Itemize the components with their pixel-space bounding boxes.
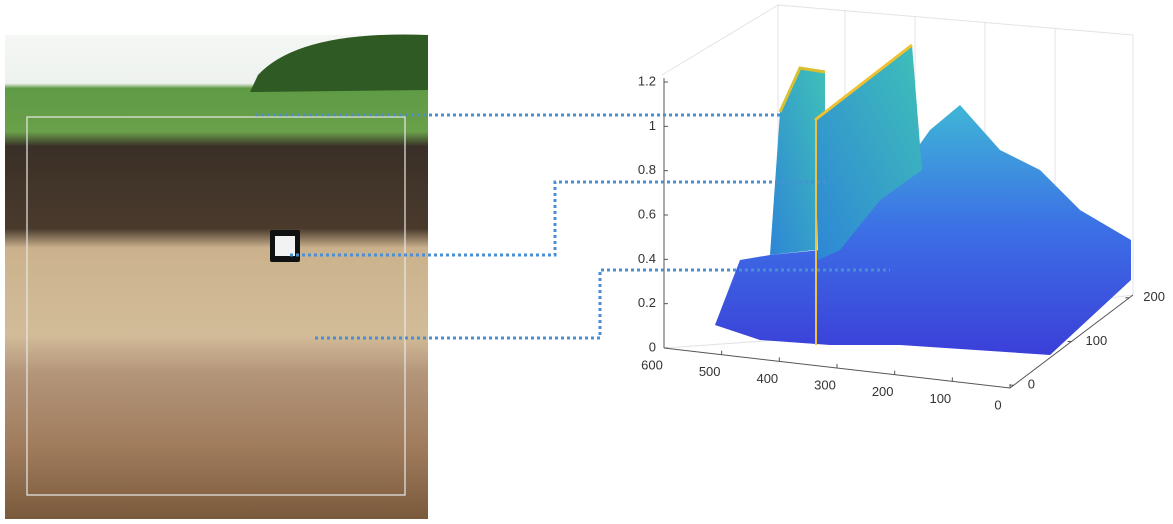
plot-3d: 0 0.2 0.4 0.6 0.8 1 1.2 600 500 400 300 200 100 0 0 100… xyxy=(638,5,1165,412)
y-tick-label: 0 xyxy=(1028,377,1035,392)
z-tick-label: 0.8 xyxy=(638,162,656,177)
x-tick-label: 100 xyxy=(929,391,951,406)
z-tick-label: 1.2 xyxy=(638,73,656,88)
x-tick-label: 300 xyxy=(814,377,836,392)
card-face xyxy=(275,236,295,256)
z-tick-label: 0.4 xyxy=(638,251,656,266)
z-tick-label: 0 xyxy=(649,339,656,354)
x-tick-label: 0 xyxy=(994,397,1001,412)
figure: 0 0.2 0.4 0.6 0.8 1 1.2 600 500 400 300 200 100 0 0 100… xyxy=(0,0,1173,519)
z-tick-label: 0.6 xyxy=(638,206,656,221)
y-tick-label: 100 xyxy=(1086,333,1108,348)
y-tick-label: 200 xyxy=(1143,289,1165,304)
x-tick-label: 600 xyxy=(641,357,663,372)
z-tick-label: 1 xyxy=(649,118,656,133)
soil-photo xyxy=(5,35,428,520)
x-tick-label: 500 xyxy=(699,364,721,379)
x-tick-label: 400 xyxy=(756,371,778,386)
photo xyxy=(5,35,428,519)
surface xyxy=(715,45,1131,355)
z-tick-label: 0.2 xyxy=(638,295,656,310)
x-tick-label: 200 xyxy=(872,384,894,399)
